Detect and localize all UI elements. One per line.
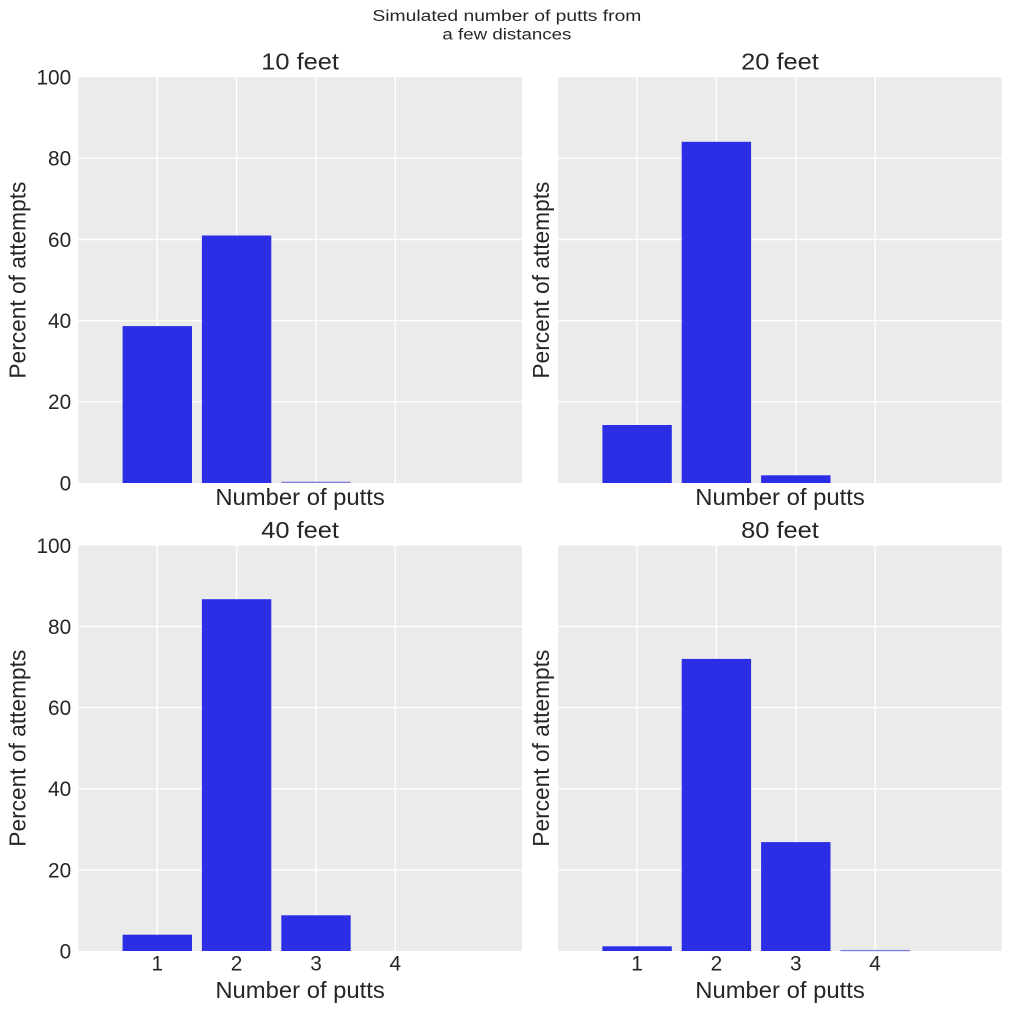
svg-text:2: 2 — [711, 952, 723, 975]
svg-text:20: 20 — [48, 859, 71, 882]
svg-text:100: 100 — [36, 535, 71, 558]
svg-text:60: 60 — [48, 229, 71, 252]
svg-text:Number of putts: Number of putts — [215, 484, 385, 510]
svg-text:80: 80 — [48, 148, 71, 171]
svg-text:80: 80 — [48, 616, 71, 639]
svg-text:Simulated number of putts from: Simulated number of putts from — [372, 8, 641, 25]
svg-text:3: 3 — [790, 952, 802, 975]
svg-text:3: 3 — [310, 952, 322, 975]
svg-text:Percent of attempts: Percent of attempts — [528, 182, 554, 379]
svg-text:Number of putts: Number of putts — [695, 484, 865, 510]
svg-text:Percent of attempts: Percent of attempts — [528, 650, 554, 847]
svg-text:0: 0 — [60, 472, 72, 495]
svg-text:Percent of attempts: Percent of attempts — [5, 650, 31, 847]
svg-text:1: 1 — [631, 952, 643, 975]
svg-text:0: 0 — [60, 940, 72, 963]
svg-text:20: 20 — [48, 391, 71, 414]
svg-text:2: 2 — [231, 952, 243, 975]
svg-text:10 feet: 10 feet — [261, 49, 339, 75]
svg-text:Percent of attempts: Percent of attempts — [5, 182, 31, 379]
svg-text:20 feet: 20 feet — [741, 49, 819, 75]
svg-text:4: 4 — [869, 952, 881, 975]
svg-text:Number of putts: Number of putts — [215, 977, 385, 1003]
svg-text:a few distances: a few distances — [442, 26, 571, 43]
svg-text:1: 1 — [152, 952, 164, 975]
svg-text:40 feet: 40 feet — [261, 517, 339, 543]
svg-text:40: 40 — [48, 778, 71, 801]
svg-text:80 feet: 80 feet — [741, 517, 819, 543]
svg-text:Number of putts: Number of putts — [695, 977, 865, 1003]
svg-text:100: 100 — [36, 67, 71, 90]
svg-text:60: 60 — [48, 697, 71, 720]
svg-text:4: 4 — [390, 952, 402, 975]
svg-text:40: 40 — [48, 310, 71, 333]
